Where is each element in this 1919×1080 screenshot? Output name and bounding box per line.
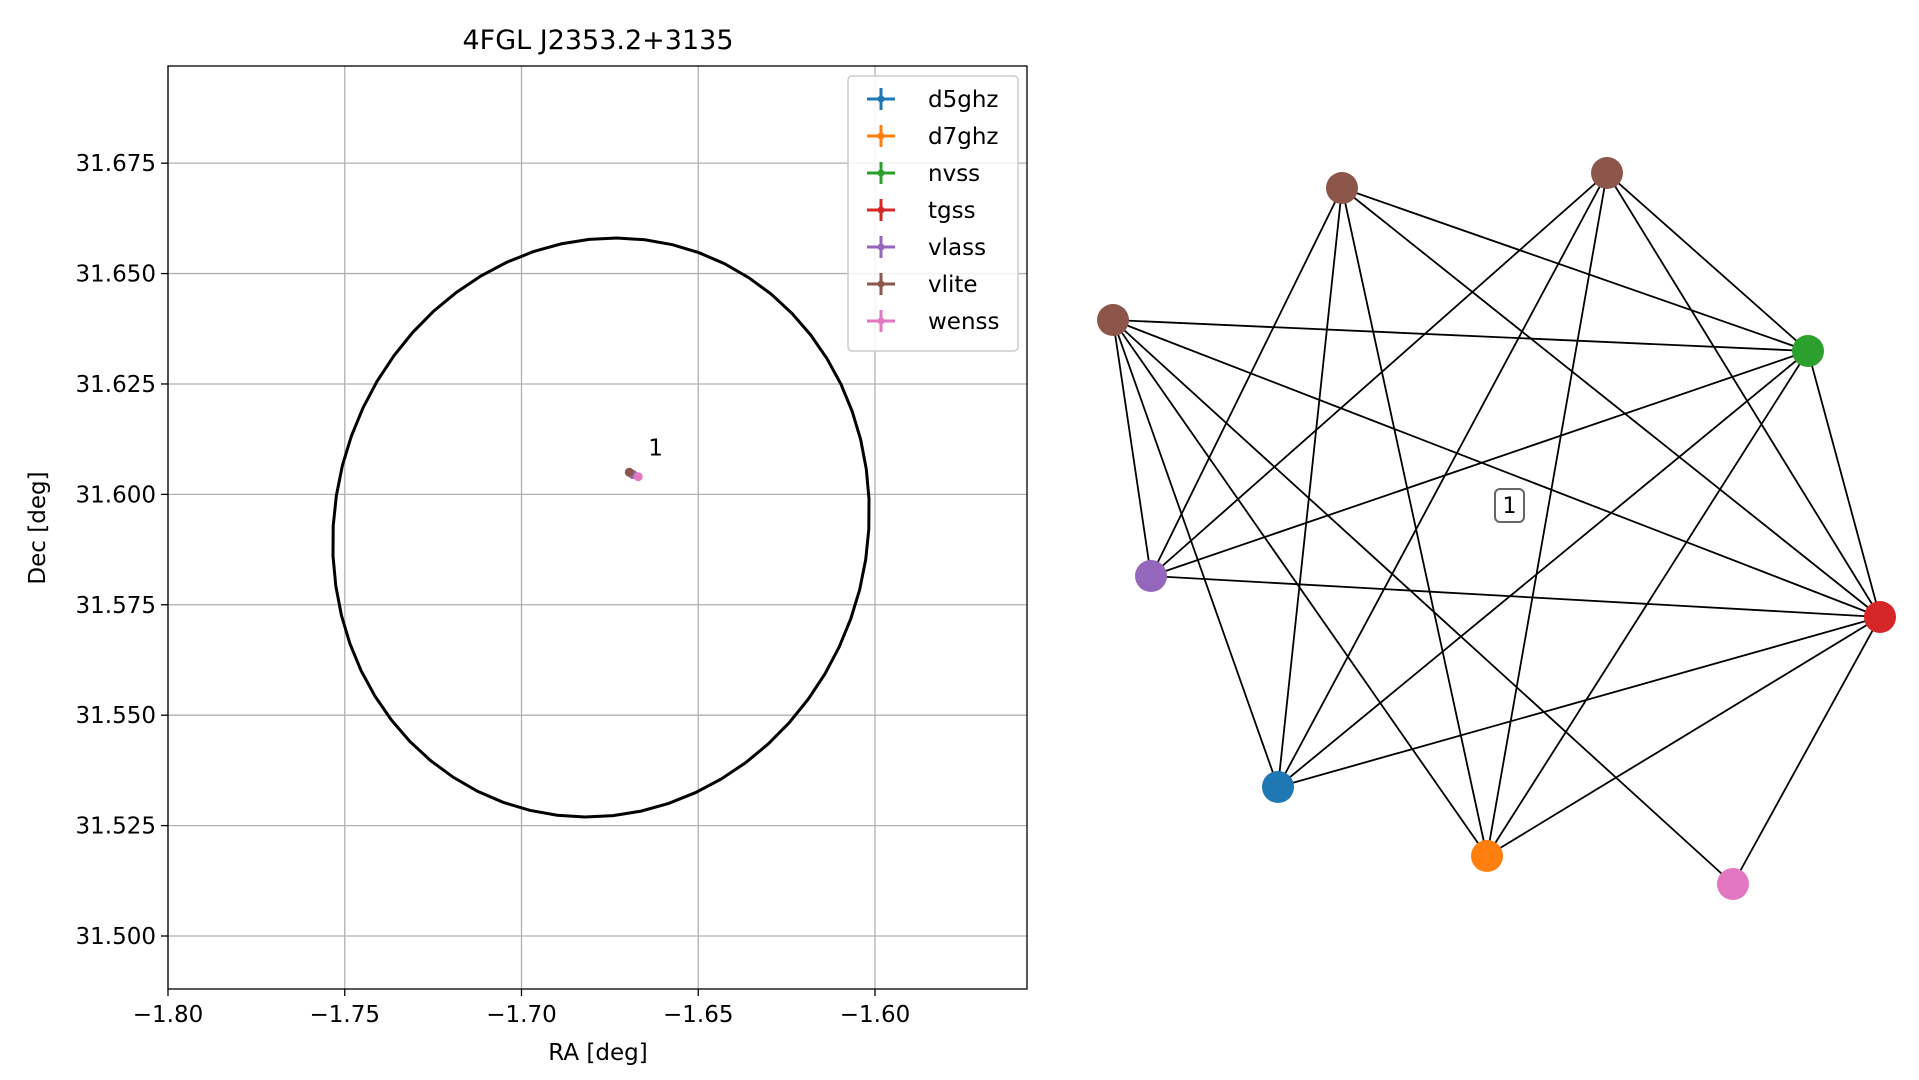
legend-marker bbox=[877, 206, 885, 214]
network-edge bbox=[1277, 616, 1881, 788]
network-node-d5ghz bbox=[1262, 771, 1294, 803]
legend-entry-tgss: tgss bbox=[867, 198, 976, 224]
x-tick-label: −1.70 bbox=[486, 1002, 556, 1028]
legend: d5ghz d7ghz nvss tgss vlass vlite wenss bbox=[847, 75, 1019, 352]
error-ellipse-layer bbox=[331, 236, 871, 819]
network-edge bbox=[1112, 319, 1734, 885]
network-edge bbox=[1150, 187, 1343, 577]
network-edges bbox=[1112, 172, 1881, 885]
legend-label: d7ghz bbox=[928, 124, 998, 150]
y-tick-label: 31.575 bbox=[76, 593, 156, 619]
network-edge bbox=[1112, 319, 1809, 352]
network-node-d7ghz bbox=[1471, 840, 1503, 872]
legend-box bbox=[847, 75, 1019, 352]
y-tick-label: 31.600 bbox=[76, 482, 156, 508]
chart-title: 4FGL J2353.2+3135 bbox=[462, 25, 733, 56]
network-label-box: 1 bbox=[1494, 488, 1525, 523]
network-node-vlite-c bbox=[1097, 304, 1129, 336]
legend-marker bbox=[877, 95, 885, 103]
legend-entry-vlite: vlite bbox=[867, 272, 978, 298]
network-edge bbox=[1486, 172, 1608, 857]
network-edge bbox=[1277, 187, 1343, 788]
legend-entry-nvss: nvss bbox=[867, 161, 980, 187]
network-node-wenss bbox=[1717, 868, 1749, 900]
network-edge bbox=[1150, 350, 1809, 577]
network-edge bbox=[1486, 616, 1881, 857]
y-axis-label: Dec [deg] bbox=[25, 471, 51, 584]
data-points bbox=[624, 467, 643, 482]
y-tick-label: 31.650 bbox=[76, 262, 156, 288]
y-tick-label: 31.675 bbox=[76, 151, 156, 177]
network-edge bbox=[1112, 319, 1152, 577]
network-edge bbox=[1606, 172, 1809, 352]
y-tick-label: 31.500 bbox=[76, 924, 156, 950]
y-tick-label: 31.550 bbox=[76, 703, 156, 729]
scatter-panel: 4FGL J2353.2+3135 1 −1.80 −1.75 −1.70 −1.65… bbox=[25, 25, 1028, 1066]
point-vlite bbox=[624, 467, 634, 477]
legend-entry-d7ghz: d7ghz bbox=[867, 124, 998, 150]
legend-label: vlite bbox=[928, 272, 978, 298]
network-edge bbox=[1277, 350, 1809, 788]
legend-entry-d5ghz: d5ghz bbox=[867, 87, 998, 113]
y-tick-label: 31.625 bbox=[76, 372, 156, 398]
network-label-frame bbox=[1494, 488, 1525, 523]
plot-frame bbox=[167, 65, 1028, 990]
y-tick-label: 31.525 bbox=[76, 814, 156, 840]
x-axis-ticks: −1.80 −1.75 −1.70 −1.65 −1.60 bbox=[133, 989, 910, 1028]
network-edge bbox=[1606, 172, 1881, 618]
network-edge bbox=[1112, 319, 1881, 618]
network-edge bbox=[1732, 616, 1881, 885]
legend-label: wenss bbox=[928, 309, 1000, 335]
x-tick-label: −1.75 bbox=[310, 1002, 380, 1028]
legend-marker bbox=[877, 243, 885, 251]
legend-label: d5ghz bbox=[928, 87, 998, 113]
error-ellipse bbox=[331, 236, 871, 819]
network-node-vlite-b bbox=[1591, 157, 1623, 189]
legend-label: tgss bbox=[928, 198, 976, 224]
legend-label: nvss bbox=[928, 161, 980, 187]
legend-marker bbox=[877, 280, 885, 288]
network-label: 1 bbox=[1503, 494, 1517, 519]
network-edge bbox=[1150, 575, 1881, 618]
network-edge bbox=[1277, 172, 1608, 788]
x-tick-label: −1.60 bbox=[840, 1002, 910, 1028]
network-edge bbox=[1112, 319, 1279, 788]
y-axis-ticks: 31.500 31.525 31.550 31.575 31.600 31.625 31.6… bbox=[76, 151, 168, 950]
x-tick-label: −1.80 bbox=[133, 1002, 203, 1028]
network-edge bbox=[1341, 187, 1488, 857]
legend-marker bbox=[877, 169, 885, 177]
network-edge bbox=[1341, 187, 1881, 618]
legend-entry-vlass: vlass bbox=[867, 235, 986, 261]
point-wenss bbox=[633, 472, 643, 482]
network-node-nvss bbox=[1792, 335, 1824, 367]
network-node-vlite-a bbox=[1326, 172, 1358, 204]
network-node-vlass bbox=[1135, 560, 1167, 592]
network-edge bbox=[1341, 187, 1809, 352]
annotations: 1 bbox=[648, 435, 663, 461]
network-edge bbox=[1807, 350, 1881, 618]
x-axis-label: RA [deg] bbox=[548, 1040, 647, 1066]
point-annotation: 1 bbox=[648, 435, 663, 461]
network-node-tgss bbox=[1864, 601, 1896, 633]
legend-marker bbox=[877, 132, 885, 140]
network-nodes bbox=[1097, 157, 1896, 900]
network-panel: 1 bbox=[1097, 157, 1896, 900]
legend-marker bbox=[877, 317, 885, 325]
x-tick-label: −1.65 bbox=[663, 1002, 733, 1028]
network-edge bbox=[1150, 172, 1608, 577]
legend-entry-wenss: wenss bbox=[867, 309, 1000, 335]
legend-label: vlass bbox=[928, 235, 986, 261]
